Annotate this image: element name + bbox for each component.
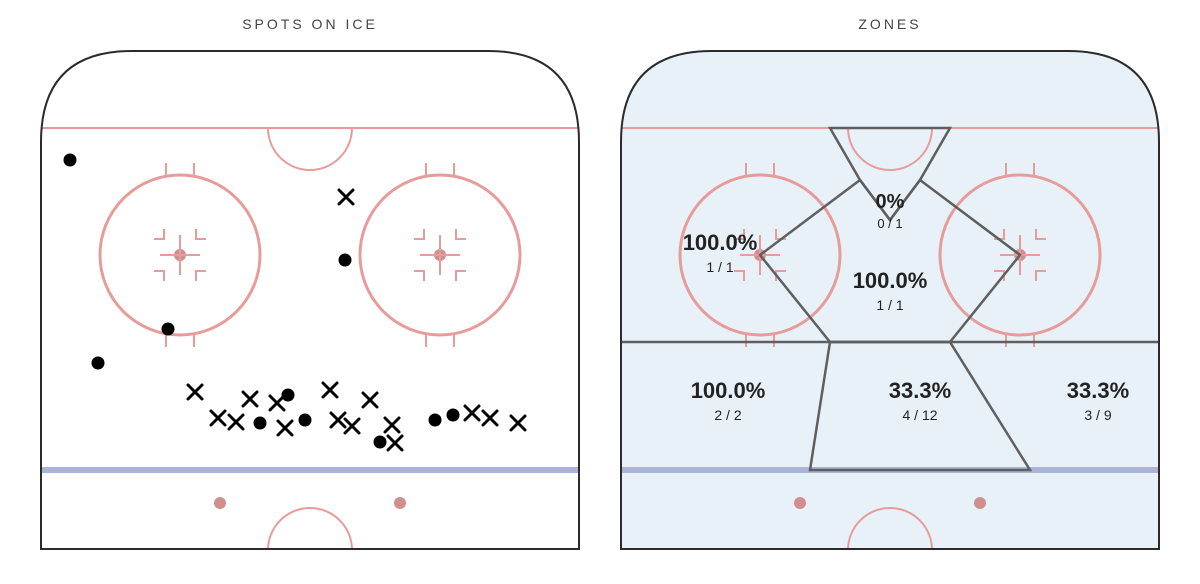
shot-goal-marker: [374, 436, 387, 449]
zone-frac-right_point: 3 / 9: [1084, 407, 1111, 423]
zone-frac-left_point: 2 / 2: [714, 407, 741, 423]
spots-rink: [40, 50, 580, 550]
zones-rink: 0% 0 / 1 100.0% 1 / 1 100.0% 1 / 1 100.0% 2 / 2…: [620, 50, 1160, 550]
zone-pct-left_point: 100.0%: [691, 378, 766, 403]
zone-pct-slot: 100.0%: [853, 268, 928, 293]
zones-panel: ZONES 0% 0 / 1 100.0% 1 / 1 100.0% 1 / 1 100.0…: [620, 12, 1160, 550]
shot-goal-marker: [299, 414, 312, 427]
charts-row: SPOTS ON ICE ZONES 0% 0 / 1 100.0% 1 / 1 100…: [0, 0, 1200, 570]
shot-goal-marker: [162, 323, 175, 336]
shot-goal-marker: [429, 414, 442, 427]
zone-frac-center_point: 4 / 12: [902, 407, 937, 423]
zone-pct-center_point: 33.3%: [889, 378, 951, 403]
zone-frac-left_circle_zone: 1 / 1: [706, 259, 733, 275]
zone-pct-left_circle_zone: 100.0%: [683, 230, 758, 255]
shot-goal-marker: [92, 357, 105, 370]
zone-pct-right_point: 33.3%: [1067, 378, 1129, 403]
zone-frac-slot: 1 / 1: [876, 297, 903, 313]
zones-title: ZONES: [858, 16, 921, 32]
shot-goal-marker: [64, 154, 77, 167]
shot-goal-marker: [447, 409, 460, 422]
spots-title: SPOTS ON ICE: [242, 16, 378, 32]
zone-pct-behind_net: 0%: [876, 191, 905, 213]
shot-goal-marker: [339, 254, 352, 267]
spots-panel: SPOTS ON ICE: [40, 12, 580, 550]
zone-frac-behind_net: 0 / 1: [877, 216, 902, 231]
shot-goal-marker: [254, 417, 267, 430]
